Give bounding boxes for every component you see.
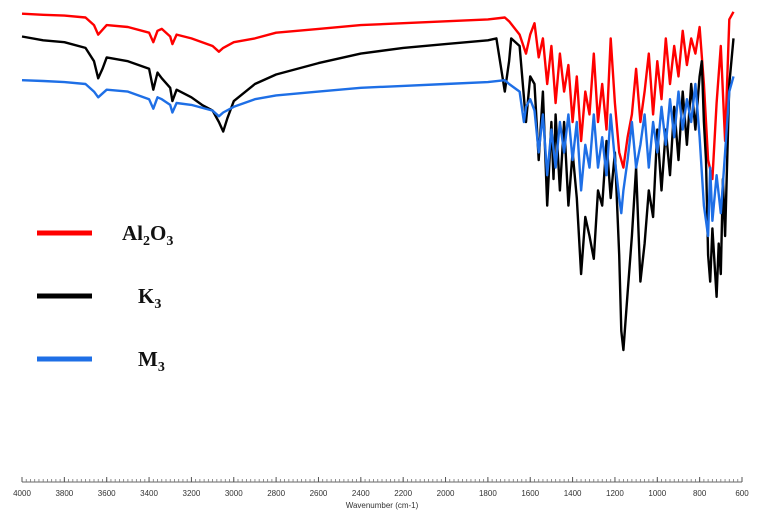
- x-axis: 4000 3800 3600 3400 3200 3000 2800 2600 2400 2200…: [13, 477, 749, 510]
- legend: Al2O3 K3 M3: [37, 221, 173, 375]
- x-tick-label: 1200: [606, 489, 624, 498]
- legend-label-3: M3: [138, 347, 165, 375]
- x-tick-label: 2800: [267, 489, 285, 498]
- x-tick-label: 1400: [564, 489, 582, 498]
- x-tick-label: 2000: [437, 489, 455, 498]
- x-tick-label: 3600: [98, 489, 116, 498]
- x-axis-title: Wavenumber (cm-1): [346, 501, 419, 510]
- x-tick-label: 4000: [13, 489, 31, 498]
- x-tick-label: 3200: [183, 489, 201, 498]
- legend-label-2: K3: [138, 284, 161, 312]
- x-tick-label: 800: [693, 489, 707, 498]
- x-tick-label: 1600: [521, 489, 539, 498]
- legend-label-1: Al2O3: [122, 221, 173, 249]
- series-line-2: [21, 35, 735, 352]
- series-line-1: [21, 11, 735, 181]
- x-tick-label: 2600: [310, 489, 328, 498]
- series-layer: [21, 11, 735, 352]
- x-tick-label: 3400: [140, 489, 158, 498]
- x-tick-label: 3800: [55, 489, 73, 498]
- x-axis-tick-labels: 4000 3800 3600 3400 3200 3000 2800 2600 2400 2200…: [13, 489, 749, 498]
- x-tick-label: 600: [735, 489, 749, 498]
- x-tick-label: 2400: [352, 489, 370, 498]
- series-line-3: [21, 76, 735, 238]
- x-tick-label: 1800: [479, 489, 497, 498]
- x-tick-label: 3000: [225, 489, 243, 498]
- x-axis-major-ticks: [21, 477, 743, 482]
- x-tick-label: 1000: [648, 489, 666, 498]
- x-tick-label: 2200: [394, 489, 412, 498]
